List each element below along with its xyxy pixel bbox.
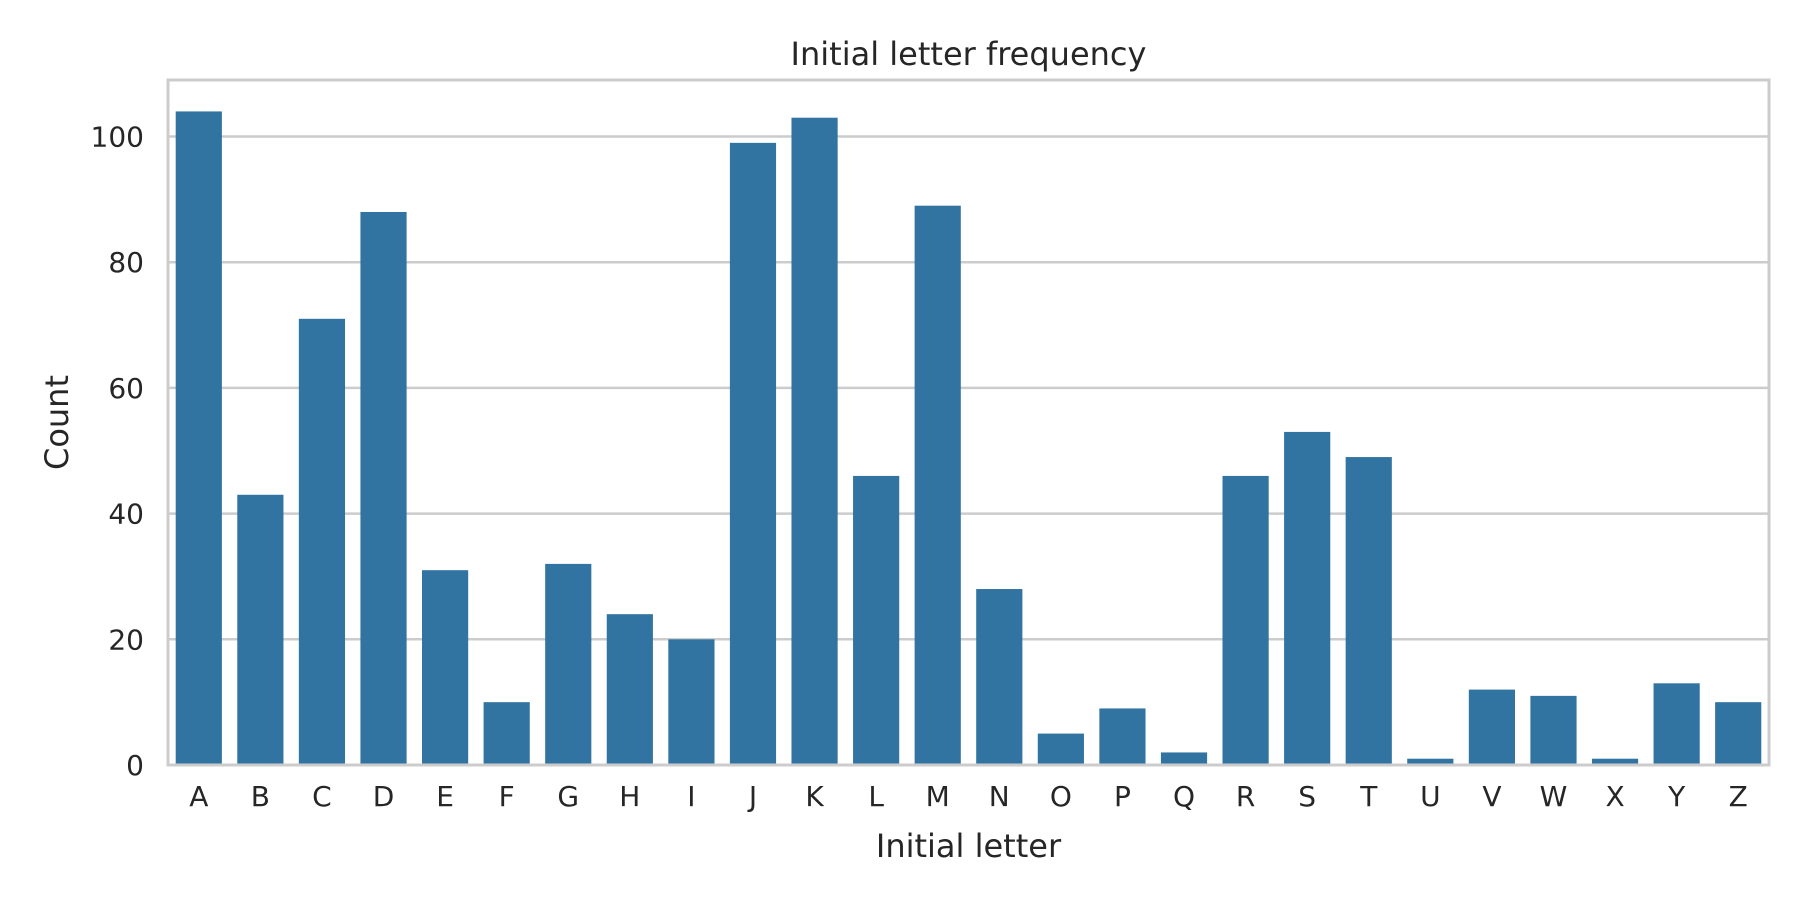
x-tick-label: D bbox=[373, 780, 395, 813]
x-tick-label: K bbox=[805, 780, 824, 813]
y-axis-label: Count bbox=[38, 375, 76, 470]
x-tick-label: J bbox=[747, 780, 757, 813]
x-tick-label: I bbox=[687, 780, 695, 813]
x-tick-label: T bbox=[1359, 780, 1378, 813]
x-tick-label: H bbox=[619, 780, 640, 813]
bars bbox=[175, 111, 1762, 766]
y-tick-label: 60 bbox=[108, 372, 144, 405]
x-tick-label: W bbox=[1540, 780, 1568, 813]
bar-Q bbox=[1160, 752, 1208, 765]
y-tick-label: 20 bbox=[108, 623, 144, 656]
x-tick-label: U bbox=[1420, 780, 1441, 813]
x-tick-label: M bbox=[926, 780, 950, 813]
x-tick-label: R bbox=[1236, 780, 1255, 813]
bar-V bbox=[1468, 689, 1515, 765]
x-tick-label: L bbox=[868, 780, 884, 813]
x-tick-label: Y bbox=[1667, 780, 1686, 813]
x-tick-labels: A B C D E F G H I J K L M N O P Q R S T U V W X Y Z bbox=[189, 780, 1748, 813]
x-tick-label: Q bbox=[1173, 780, 1195, 813]
bar-F bbox=[483, 702, 530, 765]
bar-U bbox=[1407, 758, 1454, 765]
bar-H bbox=[606, 614, 653, 765]
bar-A bbox=[175, 111, 222, 766]
bar-M bbox=[914, 205, 961, 765]
x-tick-label: P bbox=[1114, 780, 1131, 813]
bar-P bbox=[1099, 708, 1146, 765]
x-tick-label: G bbox=[557, 780, 579, 813]
bar-O bbox=[1037, 733, 1084, 765]
x-tick-label: O bbox=[1050, 780, 1072, 813]
x-axis-label: Initial letter bbox=[876, 827, 1062, 865]
bar-E bbox=[422, 570, 469, 765]
bar-T bbox=[1345, 457, 1392, 765]
x-tick-label: Z bbox=[1729, 780, 1748, 813]
chart-title: Initial letter frequency bbox=[791, 35, 1147, 73]
bar-X bbox=[1591, 758, 1639, 765]
x-tick-label: X bbox=[1605, 780, 1624, 813]
bar-G bbox=[545, 563, 592, 765]
bar-R bbox=[1222, 475, 1269, 765]
bar-W bbox=[1530, 695, 1577, 765]
x-tick-label: N bbox=[989, 780, 1010, 813]
bar-C bbox=[298, 318, 346, 765]
y-tick-label: 0 bbox=[126, 749, 144, 782]
bar-K bbox=[791, 117, 838, 765]
bar-L bbox=[853, 475, 900, 765]
bar-Z bbox=[1715, 702, 1762, 765]
bar-S bbox=[1284, 431, 1331, 765]
x-tick-label: B bbox=[251, 780, 270, 813]
y-tick-label: 100 bbox=[91, 121, 144, 154]
bar-B bbox=[237, 494, 284, 765]
bar-Y bbox=[1653, 683, 1700, 765]
x-tick-label: E bbox=[436, 780, 454, 813]
x-tick-label: S bbox=[1298, 780, 1316, 813]
grid-lines bbox=[168, 135, 1769, 641]
y-tick-labels: 0 20 40 60 80 100 bbox=[91, 121, 144, 782]
y-tick-label: 40 bbox=[108, 498, 144, 531]
y-tick-label: 80 bbox=[108, 246, 144, 279]
x-tick-label: A bbox=[189, 780, 208, 813]
bar-N bbox=[976, 589, 1023, 765]
x-tick-label: V bbox=[1482, 780, 1501, 813]
x-tick-label: F bbox=[499, 780, 515, 813]
bar-D bbox=[360, 211, 407, 765]
plot-frame bbox=[166, 78, 1771, 767]
x-tick-label: C bbox=[312, 780, 332, 813]
bar-I bbox=[668, 639, 715, 765]
bar-J bbox=[729, 142, 777, 765]
